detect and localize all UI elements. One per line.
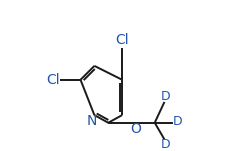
Text: Cl: Cl bbox=[47, 73, 60, 87]
Text: D: D bbox=[161, 90, 171, 103]
Text: D: D bbox=[161, 138, 171, 151]
Text: Cl: Cl bbox=[115, 33, 129, 47]
Text: N: N bbox=[87, 114, 98, 128]
Text: D: D bbox=[173, 115, 183, 128]
Text: O: O bbox=[131, 122, 142, 136]
